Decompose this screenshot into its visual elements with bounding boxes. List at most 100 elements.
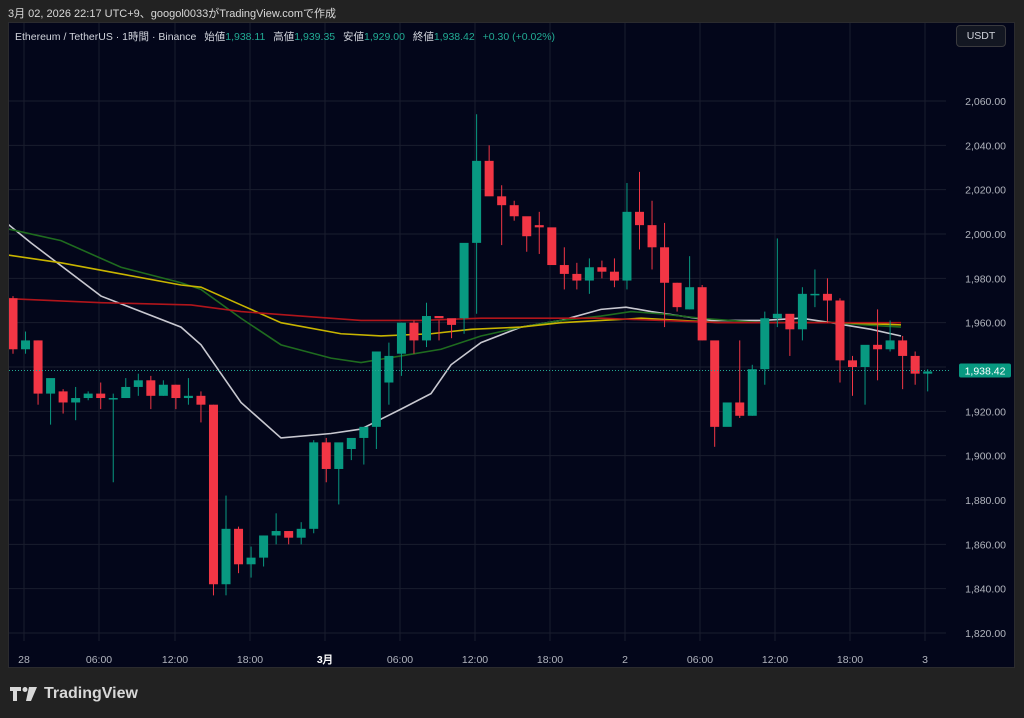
candle-up [584, 267, 594, 281]
price-axis-label: 1,880.00 [965, 495, 1006, 507]
candle-up [246, 557, 256, 565]
candle-up [259, 535, 269, 558]
candle-up [797, 293, 807, 330]
candle-down [234, 528, 244, 565]
candle-down [873, 344, 883, 350]
candle-up [622, 211, 632, 281]
candle-down [522, 216, 532, 237]
candle-down [58, 391, 68, 403]
time-axis-label: 18:00 [537, 654, 563, 666]
symbol-label: Ethereum / TetherUS · 1時間 · Binance [15, 31, 197, 43]
candle-up [71, 398, 81, 403]
candle-down [672, 282, 682, 308]
price-axis-label: 1,840.00 [965, 584, 1006, 596]
tradingview-logo: TradingView [10, 685, 138, 703]
candle-up [371, 351, 381, 427]
candle-up [747, 369, 757, 416]
open-value: 1,938.11 [225, 31, 266, 43]
candle-up [359, 426, 369, 438]
price-axis-label: 1,820.00 [965, 628, 1006, 640]
candle-up [384, 355, 394, 383]
price-axis-label: 1,960.00 [965, 318, 1006, 330]
candle-down [559, 265, 569, 274]
candle-down [33, 340, 43, 394]
currency-button[interactable]: USDT [956, 25, 1006, 47]
candle-up [722, 402, 732, 427]
price-axis-label: 1,900.00 [965, 451, 1006, 463]
candle-up [158, 384, 168, 396]
time-axis-label: 3 [922, 654, 928, 666]
candle-up [46, 378, 56, 394]
candle-down [835, 300, 845, 361]
candle-up [309, 442, 319, 529]
candle-down [635, 211, 644, 226]
time-axis-label: 12:00 [162, 654, 188, 666]
candle-down [597, 267, 607, 272]
candle-down [735, 402, 745, 416]
candle-down [409, 322, 419, 341]
candle-down [647, 225, 657, 248]
candle-up [860, 344, 870, 368]
candle-down [509, 205, 519, 217]
candle-down [547, 227, 557, 266]
candle-down [284, 531, 294, 538]
candle-down [910, 355, 920, 374]
candle-down [534, 225, 544, 228]
candle-up [472, 160, 482, 243]
candle-up [21, 340, 31, 350]
time-axis-label: 12:00 [762, 654, 788, 666]
candle-up [810, 293, 820, 296]
candle-down [171, 384, 181, 399]
price-axis-label: 2,060.00 [965, 96, 1006, 108]
price-axis-label: 2,020.00 [965, 185, 1006, 197]
low-label: 安値 [343, 31, 365, 43]
candle-up [83, 393, 93, 399]
time-axis-label: 28 [18, 654, 30, 666]
ohlc-legend: Ethereum / TetherUS · 1時間 · Binance 始値1,… [15, 29, 555, 44]
candle-down [196, 395, 206, 405]
change-value: +0.30 (+0.02%) [482, 31, 556, 43]
last-price-label: 1,938.42 [965, 366, 1006, 378]
candle-down [785, 313, 795, 330]
candle-up [346, 437, 356, 450]
candle-down [321, 442, 331, 469]
candle-up [334, 442, 344, 469]
candle-up [221, 528, 231, 585]
brand-name: TradingView [44, 685, 138, 702]
candle-down [898, 340, 908, 356]
last-price-tag [959, 363, 1011, 378]
candle-down [9, 298, 18, 350]
candle-up [183, 395, 193, 399]
candle-up [923, 371, 933, 374]
time-axis-label: 3月 [317, 654, 333, 666]
close-label: 終値 [412, 31, 434, 43]
candle-up [685, 287, 695, 310]
candle-up [108, 398, 118, 400]
candlestick-chart[interactable]: 2,060.00 2,040.00 2,020.00 2,000.00 1,980.00… [9, 23, 1015, 668]
candle-up [421, 316, 431, 341]
candle-down [848, 360, 858, 368]
close-value: 1,938.42 [433, 31, 475, 43]
candle-down [822, 293, 832, 301]
candle-up [760, 318, 770, 370]
price-axis-label: 1,980.00 [965, 273, 1006, 285]
candle-down [484, 160, 494, 197]
candle-down [447, 318, 457, 325]
low-value: 1,929.00 [364, 31, 405, 43]
tradingview-logo-icon [10, 687, 37, 701]
candle-up [772, 313, 782, 319]
candle-up [271, 531, 281, 536]
price-axis-label: 1,920.00 [965, 406, 1006, 418]
candle-up [459, 242, 469, 319]
candle-down [96, 393, 106, 399]
candle-down [146, 380, 156, 396]
time-axis-label: 06:00 [387, 654, 413, 666]
high-value: 1,939.35 [294, 31, 336, 43]
high-label: 高値 [273, 31, 295, 43]
candle-down [497, 196, 507, 206]
candle-up [396, 322, 406, 354]
candle-up [885, 340, 895, 350]
time-axis-label: 18:00 [837, 654, 863, 666]
chart-panel[interactable]: 2,060.00 2,040.00 2,020.00 2,000.00 1,980.00… [8, 22, 1015, 668]
candle-down [208, 404, 218, 585]
